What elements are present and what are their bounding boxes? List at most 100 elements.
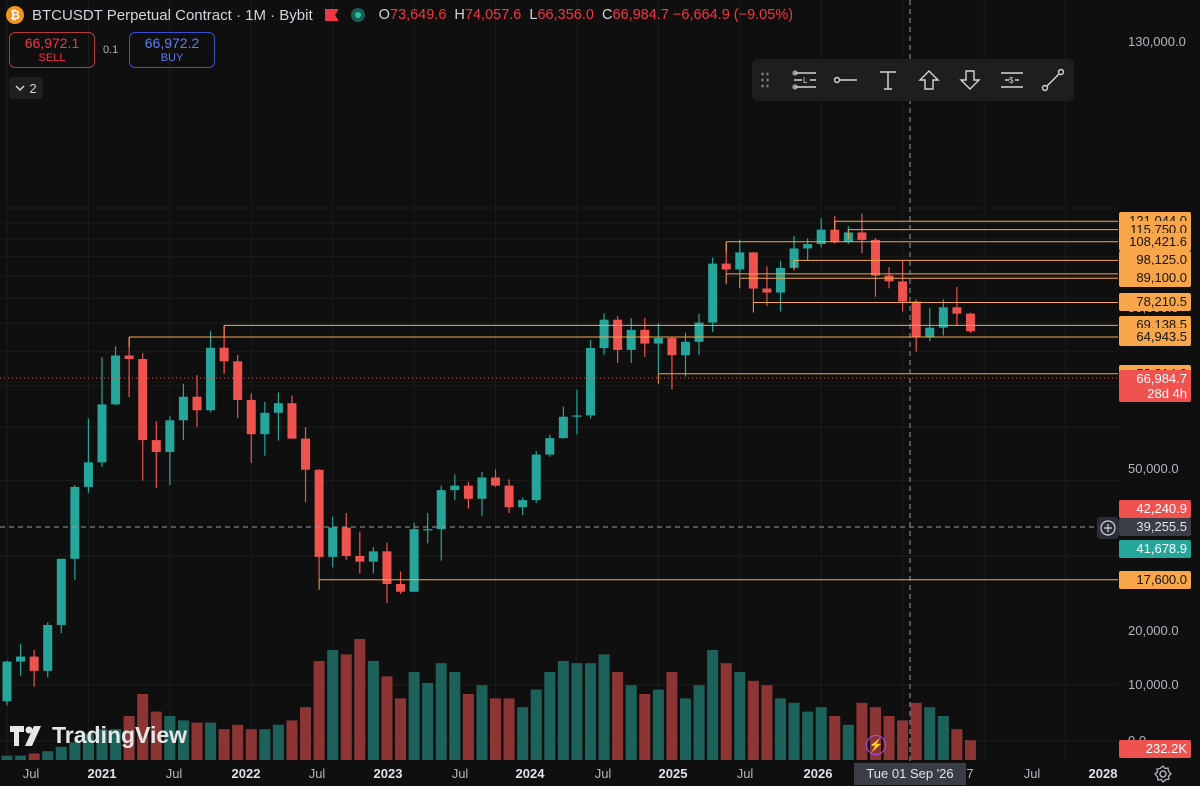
- volume-bar: [177, 720, 189, 760]
- candle-body: [273, 403, 283, 413]
- x-tick-label: 2023: [373, 766, 403, 781]
- candle-body: [246, 399, 256, 435]
- volume-bar: [286, 720, 298, 760]
- volume-bar: [191, 722, 203, 760]
- candle-body: [368, 551, 378, 562]
- candle: [694, 313, 704, 356]
- low-marker-label: 41,678.9: [1119, 540, 1191, 558]
- volume-bar: [435, 663, 447, 760]
- y-tick-label: 10,000.0: [1128, 677, 1179, 692]
- volume-bar: [910, 702, 922, 760]
- candle: [531, 450, 541, 503]
- candle: [16, 643, 26, 676]
- volume-bar: [924, 707, 936, 760]
- sell-button[interactable]: 66,972.1 SELL: [9, 32, 95, 68]
- buy-button[interactable]: 66,972.2 BUY: [129, 32, 215, 68]
- candle: [762, 266, 772, 307]
- tradingview-logo: TradingView: [10, 722, 187, 749]
- sell-label: SELL: [38, 52, 66, 64]
- candle: [314, 469, 324, 580]
- volume-bar: [462, 694, 474, 760]
- candle-body: [681, 341, 690, 356]
- price-range-icon[interactable]: $: [991, 63, 1032, 97]
- lightning-icon[interactable]: ⚡: [866, 735, 886, 755]
- volume-bar: [422, 683, 434, 760]
- candle: [409, 522, 419, 592]
- low-value: 66,356.0: [537, 7, 594, 23]
- candle-body: [382, 551, 392, 584]
- volume-bar: [449, 672, 461, 760]
- candle: [301, 427, 311, 503]
- volume-bar: [503, 698, 515, 760]
- horizontal-line-icon[interactable]: [825, 63, 866, 97]
- tradingview-mark-icon: [10, 725, 41, 746]
- candle-body: [599, 319, 609, 349]
- candle-body: [789, 248, 799, 268]
- candle: [599, 313, 609, 355]
- volume-bar: [395, 698, 407, 760]
- candle-body: [463, 485, 473, 499]
- volume-bar: [666, 672, 678, 760]
- candle: [884, 267, 894, 289]
- ohlc-readout: O73,649.6 H74,057.6 L66,356.0 C66,984.7 …: [375, 7, 793, 23]
- x-tick-label: 2024: [515, 766, 545, 781]
- volume-bar: [340, 654, 352, 760]
- horizontal-ray-icon[interactable]: L: [784, 63, 825, 97]
- candle-body: [206, 347, 216, 411]
- volume-bar: [612, 672, 624, 760]
- add-alert-button[interactable]: [1097, 517, 1119, 539]
- volume-bar: [15, 755, 27, 760]
- candle: [396, 571, 406, 594]
- close-value: 66,984.7: [612, 7, 669, 23]
- volume-bar: [313, 661, 325, 760]
- current-price: 66,984.7: [1136, 371, 1187, 386]
- volume-bar: [245, 729, 257, 760]
- candle-body: [911, 301, 921, 338]
- arrow-up-icon[interactable]: [908, 63, 949, 97]
- volume-bar: [82, 733, 94, 760]
- volume-bar: [571, 663, 583, 760]
- candle: [965, 312, 975, 334]
- x-tick-label: 2028: [1088, 766, 1118, 781]
- volume-bar: [937, 716, 949, 760]
- volume-bar: [28, 753, 40, 760]
- candle: [328, 516, 338, 568]
- gear-icon[interactable]: [1154, 765, 1172, 783]
- x-tick-label: Jul: [1023, 766, 1041, 781]
- x-tick-label: 2025: [658, 766, 688, 781]
- x-tick-label: Jul: [165, 766, 183, 781]
- volume-bar: [55, 746, 67, 760]
- candle-body: [138, 359, 148, 441]
- candle-body: [178, 396, 188, 421]
- drag-handle-icon[interactable]: [760, 71, 770, 89]
- candle: [925, 307, 935, 342]
- candle: [151, 421, 161, 489]
- volume-bar: [788, 702, 800, 760]
- volume-bar: [897, 720, 909, 760]
- candle-body: [748, 252, 758, 289]
- candle-body: [56, 558, 66, 625]
- x-tick-label: 2021: [87, 766, 117, 781]
- bar-countdown: 28d 4h: [1147, 386, 1187, 401]
- volume-bar: [232, 724, 244, 760]
- candle: [382, 542, 392, 604]
- candle-body: [965, 313, 975, 332]
- volume-bar: [205, 722, 217, 760]
- market-status-icon[interactable]: [350, 8, 365, 22]
- volume-bar: [381, 676, 393, 760]
- x-tick-label: Jul: [736, 766, 754, 781]
- indicators-collapse-button[interactable]: 2: [9, 77, 43, 99]
- candle-body: [870, 239, 880, 276]
- volume-bar: [42, 751, 54, 760]
- volume-bar: [272, 724, 284, 760]
- symbol-title[interactable]: BTCUSDT Perpetual Contract · 1M · Bybit: [32, 6, 313, 24]
- volume-bar: [218, 729, 230, 760]
- change-value: −6,664.9 (−9.05%): [672, 7, 794, 23]
- volume-bar: [707, 650, 719, 760]
- flag-icon[interactable]: [324, 9, 339, 21]
- text-icon[interactable]: [867, 63, 908, 97]
- level-price-label: 98,125.0: [1119, 251, 1191, 270]
- trend-line-icon[interactable]: [1033, 63, 1074, 97]
- arrow-down-icon[interactable]: [950, 63, 991, 97]
